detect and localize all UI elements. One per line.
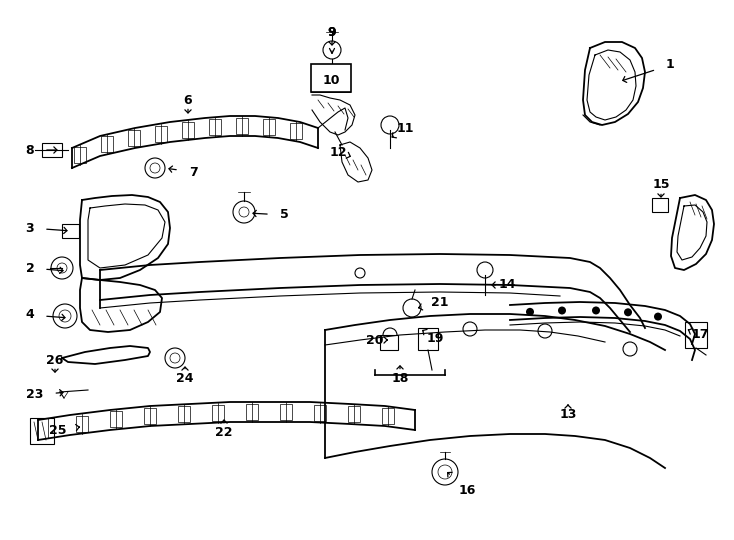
Text: 8: 8 [26,144,57,157]
Text: 23: 23 [26,388,63,402]
Text: 10: 10 [322,73,340,86]
Bar [76,415,88,431]
Bar [182,122,194,138]
Circle shape [526,308,534,316]
Text: 12: 12 [330,145,350,159]
Bar [263,119,275,135]
Bar [685,322,707,348]
Text: 24: 24 [176,367,194,384]
Circle shape [624,308,632,316]
Bar [30,418,54,444]
Bar [652,198,668,212]
Text: 14: 14 [492,279,516,292]
Text: 7: 7 [169,165,197,179]
Bar [280,404,292,420]
Bar [348,406,360,422]
Text: 18: 18 [391,366,409,384]
Bar [155,125,167,141]
Circle shape [654,313,662,321]
Text: 1: 1 [623,58,675,83]
Text: 20: 20 [366,334,387,347]
Text: 5: 5 [253,208,288,221]
Bar [144,408,156,424]
Text: 16: 16 [448,472,476,496]
Bar [314,404,326,421]
Circle shape [558,307,566,314]
Bar [178,406,190,422]
Circle shape [592,307,600,314]
Bar [42,421,54,436]
Bar [212,404,224,421]
Text: 10: 10 [322,76,340,89]
Text: 6: 6 [184,93,192,113]
Text: 22: 22 [215,420,233,438]
Text: 3: 3 [26,221,67,234]
Bar [101,137,113,152]
Bar [110,411,122,427]
Bar [312,68,350,92]
Bar [246,404,258,420]
Text: 15: 15 [653,179,669,197]
Text: 11: 11 [392,122,414,138]
Text: 26: 26 [46,354,64,372]
Text: 9: 9 [327,25,336,45]
Bar [382,408,394,424]
Bar [418,328,438,350]
Text: 19: 19 [423,329,443,345]
Text: 4: 4 [26,308,65,321]
Bar [42,143,62,157]
Text: 17: 17 [688,328,709,341]
Bar [62,224,79,238]
Bar [380,335,398,350]
Bar [290,123,302,139]
Text: 9: 9 [327,25,336,53]
Bar [209,119,221,135]
Bar [236,118,248,134]
Text: 13: 13 [559,405,577,422]
Bar [74,146,86,163]
Text: 2: 2 [26,261,63,274]
Text: 21: 21 [418,295,448,310]
Text: 25: 25 [49,423,79,436]
FancyBboxPatch shape [311,64,351,92]
Bar [128,130,140,146]
